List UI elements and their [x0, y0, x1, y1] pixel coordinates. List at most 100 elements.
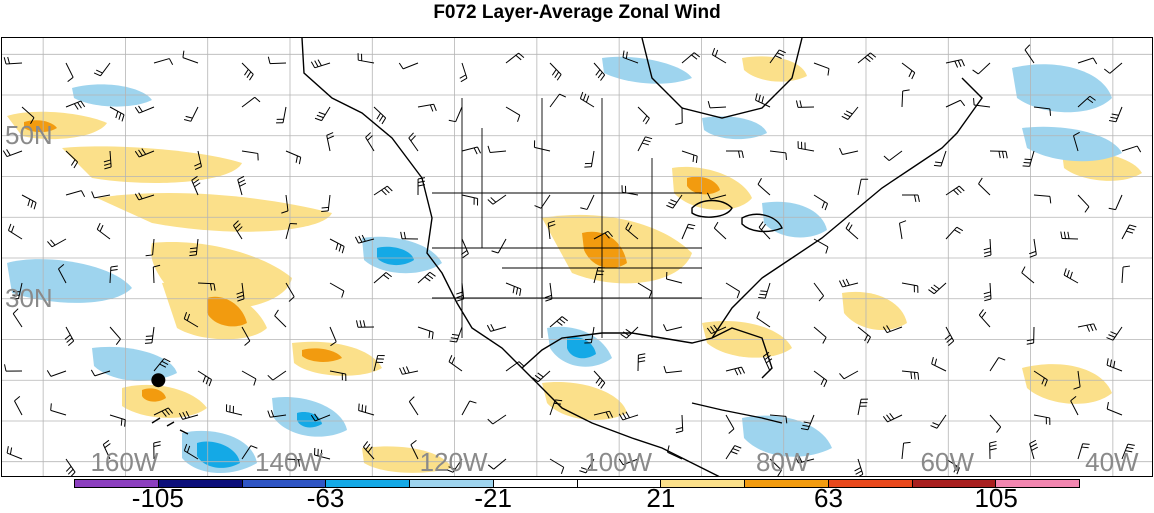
wind-barb: [1025, 45, 1034, 63]
map-title: F072 Layer-Average Zonal Wind: [0, 0, 1154, 30]
negative-wind-area: [72, 84, 152, 106]
wind-barb: [3, 149, 22, 156]
wind-barb: [135, 106, 154, 113]
wind-barb: [488, 195, 506, 204]
wind-barb: [682, 151, 697, 163]
positive-wind-area: [1022, 364, 1112, 404]
wind-barb: [1034, 107, 1051, 116]
wind-barb: [268, 371, 286, 380]
wind-barb: [758, 178, 770, 195]
wind-barb: [858, 399, 868, 415]
wind-shading-layer: [7, 56, 1142, 473]
longitude-label: 60W: [921, 449, 974, 475]
colorbar-tick-label: -105: [132, 484, 184, 512]
wind-barb: [979, 178, 990, 195]
wind-barb: [676, 415, 683, 433]
wind-barb: [1078, 195, 1089, 212]
wind-barb: [276, 107, 286, 123]
wind-barb: [418, 327, 433, 339]
wind-barb: [1078, 324, 1096, 332]
negative-wind-area: [1012, 64, 1112, 112]
wind-barb: [638, 137, 652, 151]
wind-barb: [110, 327, 121, 345]
wind-barb: [374, 186, 392, 195]
wind-barb: [814, 195, 828, 210]
wind-barb: [506, 107, 520, 122]
wind-barb: [226, 404, 242, 415]
wind-barb: [198, 371, 212, 386]
wind-barb: [184, 107, 198, 121]
negative-wind-area: [1022, 127, 1122, 161]
wind-barb: [990, 415, 1001, 433]
wind-barb: [1061, 232, 1078, 239]
wind-barb: [506, 362, 524, 371]
wind-barb: [399, 63, 418, 69]
wind-barb: [758, 283, 770, 298]
wind-barb: [47, 370, 66, 376]
wind-barb: [934, 151, 946, 166]
wind-barb: [946, 186, 964, 195]
wind-barb: [814, 327, 826, 344]
longitude-label: 140W: [255, 449, 323, 475]
wind-barb: [973, 63, 990, 74]
longitude-label: 40W: [1085, 449, 1138, 475]
wind-barb: [22, 195, 36, 209]
wind-barb: [462, 401, 476, 415]
wind-barb: [839, 148, 858, 154]
wind-barb: [1023, 151, 1034, 166]
wind-barb: [488, 459, 506, 469]
wind-barb: [839, 279, 858, 287]
wind-barb: [330, 283, 344, 298]
wind-barb: [488, 146, 506, 153]
positive-wind-area: [742, 56, 807, 81]
wind-barb: [839, 371, 858, 379]
wind-barb: [726, 151, 743, 158]
wind-barb: [584, 151, 594, 167]
wind-barb: [580, 92, 594, 107]
positive-wind-area: [97, 193, 332, 232]
wind-barb: [462, 195, 478, 206]
wind-barb: [275, 310, 286, 327]
wind-barb: [682, 224, 695, 239]
wind-barb: [66, 101, 85, 109]
wind-barb: [638, 283, 652, 298]
negative-wind-area: [92, 347, 177, 381]
wind-barb: [714, 222, 726, 239]
wind-barb: [401, 232, 418, 239]
longitude-label: 100W: [584, 449, 652, 475]
wind-barb: [400, 366, 418, 374]
wind-barb: [418, 104, 436, 111]
wind-barb: [5, 364, 22, 371]
wind-barb: [726, 283, 740, 298]
wind-barb: [664, 366, 682, 373]
wind-barb: [858, 327, 871, 343]
wind-barb: [330, 239, 344, 253]
wind-barb: [726, 415, 734, 434]
wind-barb: [97, 223, 110, 239]
wind-barb: [814, 371, 827, 387]
wind-barb: [409, 397, 418, 415]
wind-barb: [984, 283, 991, 301]
wind-barb: [356, 320, 374, 327]
wind-barb: [1107, 358, 1122, 371]
wind-barb: [242, 97, 260, 107]
wind-barb: [550, 317, 568, 327]
wind-barb: [311, 60, 330, 68]
wind-barb: [990, 358, 1005, 371]
wind-barb: [327, 133, 334, 151]
wind-barb: [726, 446, 741, 459]
colorbar-tick-label: 105: [974, 484, 1017, 512]
colorbar-tick-label: 21: [646, 484, 675, 512]
wind-barb: [946, 100, 965, 107]
wind-barb: [594, 371, 605, 388]
wind-barb: [242, 151, 258, 160]
positive-wind-area: [122, 385, 207, 418]
wind-barb: [902, 195, 919, 202]
wind-barb: [449, 107, 462, 122]
wind-barb: [712, 48, 726, 63]
colorbar: [74, 479, 1080, 488]
wind-barb: [1109, 195, 1122, 210]
colorbar-tick-label: 63: [814, 484, 843, 512]
wind-barb: [846, 222, 858, 239]
wind-barb: [366, 133, 374, 151]
